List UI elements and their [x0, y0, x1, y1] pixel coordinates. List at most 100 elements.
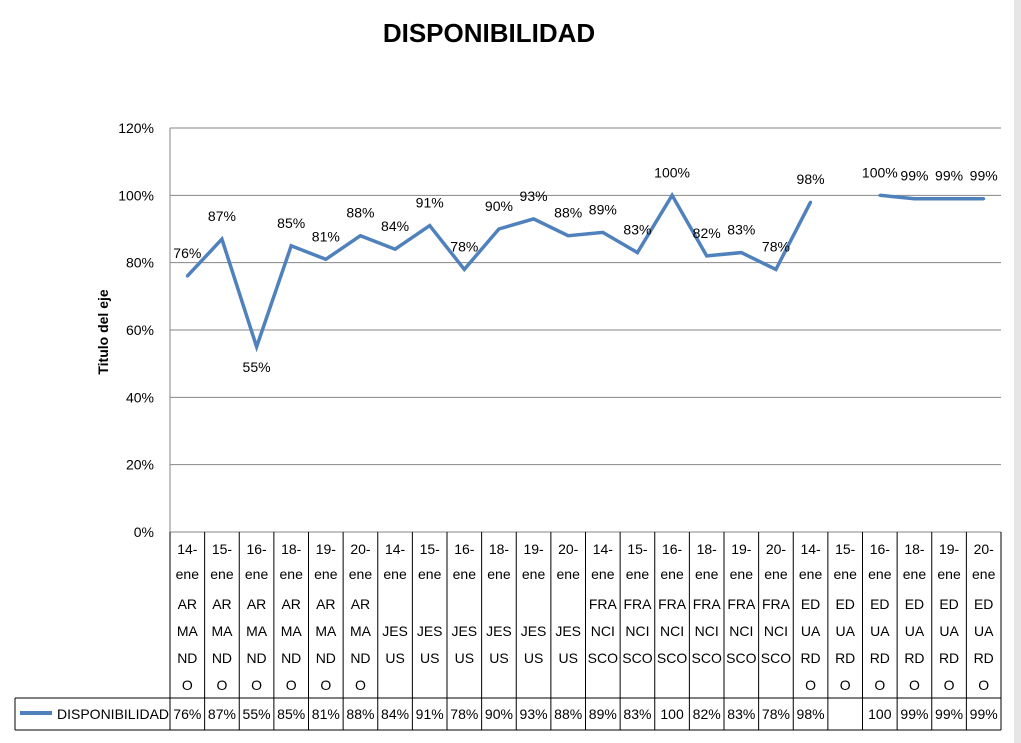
category-date-part: ene	[730, 566, 754, 582]
category-name-part: JES	[417, 623, 443, 639]
category-date-part: ene	[280, 566, 304, 582]
category-date-part: ene	[245, 566, 269, 582]
category-name-part: AR	[316, 596, 335, 612]
data-point	[670, 193, 674, 197]
category-date-part: 16-	[870, 541, 891, 557]
data-label: 87%	[208, 208, 236, 224]
data-point	[982, 197, 986, 201]
category-date-part: 14-	[800, 541, 821, 557]
category-date-part: ene	[522, 566, 546, 582]
category-name-part: SCO	[657, 650, 687, 666]
category-date-part: 18-	[904, 541, 925, 557]
category-name-part: ED	[939, 596, 958, 612]
category-name-part: FRA	[589, 596, 618, 612]
category-date-part: 19-	[523, 541, 544, 557]
category-name-part: ED	[801, 596, 820, 612]
category-name-part: ND	[246, 650, 266, 666]
data-point	[324, 257, 328, 261]
data-point	[393, 247, 397, 251]
table-value: 87%	[208, 706, 236, 722]
category-date-part: 14-	[593, 541, 614, 557]
data-point	[878, 193, 882, 197]
category-name-part: SCO	[726, 650, 756, 666]
category-date-part: ene	[349, 566, 373, 582]
data-point	[255, 345, 259, 349]
y-axis-label: Titulo del eje	[95, 289, 111, 375]
category-name-part: UA	[835, 623, 855, 639]
category-date-part: 20-	[558, 541, 579, 557]
category-date-part: 20-	[766, 541, 787, 557]
category-name-part: SCO	[588, 650, 618, 666]
category-date-part: ene	[972, 566, 996, 582]
data-label: 88%	[346, 205, 374, 221]
category-date-part: 15-	[627, 541, 648, 557]
category-name-part: MA	[281, 623, 303, 639]
table-value: 98%	[797, 706, 825, 722]
data-point	[497, 227, 501, 231]
category-name-part: O	[944, 677, 955, 693]
table-value: 85%	[277, 706, 305, 722]
category-name-part: RD	[939, 650, 959, 666]
category-name-part: US	[489, 650, 508, 666]
table-value: 84%	[381, 706, 409, 722]
category-name-part: UA	[801, 623, 821, 639]
category-name-part: O	[909, 677, 920, 693]
category-date-part: ene	[210, 566, 234, 582]
category-name-part: JES	[382, 623, 408, 639]
category-name-part: US	[524, 650, 543, 666]
data-label: 82%	[693, 225, 721, 241]
data-point	[912, 197, 916, 201]
category-name-part: NCI	[764, 623, 788, 639]
data-label: 88%	[554, 205, 582, 221]
category-name-part: FRA	[693, 596, 722, 612]
table-value: 93%	[520, 706, 548, 722]
category-date-part: 18-	[281, 541, 302, 557]
category-name-part: O	[216, 677, 227, 693]
table-value: 89%	[589, 706, 617, 722]
category-name-part: ND	[350, 650, 370, 666]
category-name-part: AR	[178, 596, 197, 612]
y-tick-label: 80%	[126, 255, 154, 271]
category-date-part: ene	[937, 566, 961, 582]
category-name-part: MA	[315, 623, 337, 639]
category-name-part: O	[286, 677, 297, 693]
y-tick-label: 100%	[118, 187, 154, 203]
category-name-part: O	[874, 677, 885, 693]
category-date-part: 19-	[939, 541, 960, 557]
data-point	[358, 234, 362, 238]
data-labels: 76% 87% 55% 85% 81% 88% 84% 91% 78% 90% 93% 88% 89% 8…	[173, 164, 997, 375]
data-label: 100%	[862, 164, 898, 180]
table-value: 99%	[900, 706, 928, 722]
category-date-part: ene	[487, 566, 511, 582]
window-edge	[1014, 0, 1021, 743]
category-name-part: ED	[835, 596, 854, 612]
category-name-part: FRA	[727, 596, 756, 612]
category-name-part: AR	[281, 596, 300, 612]
category-name-part: O	[320, 677, 331, 693]
table-value: 91%	[416, 706, 444, 722]
data-label: 93%	[520, 188, 548, 204]
category-name-part: ND	[281, 650, 301, 666]
category-name-part: O	[805, 677, 816, 693]
category-name-part: JES	[486, 623, 512, 639]
category-name-part: O	[182, 677, 193, 693]
category-date-part: ene	[557, 566, 581, 582]
data-point	[220, 237, 224, 241]
category-name-part: US	[420, 650, 439, 666]
data-label: 85%	[277, 215, 305, 231]
table-value: 78%	[762, 706, 790, 722]
category-date-part: 18-	[697, 541, 718, 557]
y-tick-label: 120%	[118, 120, 154, 136]
y-tick-label: 40%	[126, 389, 154, 405]
category-name-part: RD	[835, 650, 855, 666]
table-value: 78%	[450, 706, 478, 722]
category-name-part: MA	[350, 623, 372, 639]
category-name-part: O	[355, 677, 366, 693]
category-date-part: 15-	[420, 541, 441, 557]
category-date-part: 15-	[212, 541, 233, 557]
category-name-part: RD	[870, 650, 890, 666]
series-line-segment	[879, 193, 984, 201]
data-label: 78%	[762, 238, 790, 254]
category-name-part: UA	[870, 623, 890, 639]
category-name-part: RD	[904, 650, 924, 666]
